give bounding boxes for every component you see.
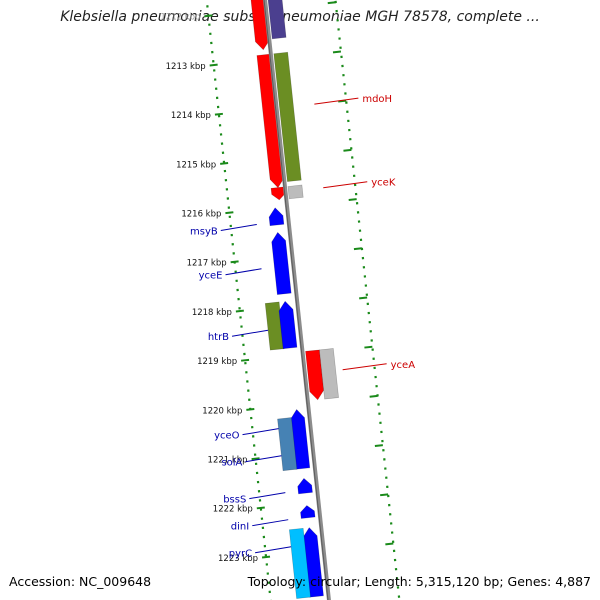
- label-layer: mdoH yceK msyB yceE htrB yceA yceO solA bssS dinI…: [190, 94, 415, 560]
- ruler-label: 1223 kbp: [218, 554, 258, 564]
- ruler-tick-right: [380, 493, 389, 497]
- gene-label[interactable]: msyB: [190, 226, 218, 237]
- gene-label[interactable]: mdoH: [362, 94, 392, 105]
- gene-feature[interactable]: [300, 505, 316, 519]
- gene-label-leader: [314, 97, 359, 105]
- ruler-tick-right: [332, 50, 342, 54]
- ruler-tick: [246, 408, 255, 411]
- gene-feature[interactable]: [288, 527, 311, 599]
- gene-feature[interactable]: [256, 53, 285, 189]
- gene-label-leader: [242, 428, 279, 436]
- ruler-label: 1221 kbp: [208, 456, 248, 466]
- gene-feature[interactable]: [277, 417, 298, 472]
- gene-feature[interactable]: [273, 51, 302, 182]
- ruler-label: 1215 kbp: [176, 160, 216, 170]
- gene-feature[interactable]: [305, 349, 325, 401]
- gene-feature[interactable]: [290, 409, 311, 470]
- gene-label[interactable]: yceO: [214, 431, 240, 442]
- ruler-label: 1218 kbp: [192, 308, 232, 318]
- genome-backbone: [263, 0, 331, 600]
- ruler-tick-right: [338, 99, 347, 103]
- ruler-tick-right: [348, 198, 357, 201]
- gene-label-leader: [225, 268, 262, 276]
- genome-backbone-edge: [263, 0, 329, 600]
- ruler-tick: [256, 506, 265, 510]
- ruler-tick-right: [327, 1, 336, 5]
- gene-feature[interactable]: [278, 300, 298, 350]
- ruler-layer: 1212 kbp 1213 kbp 1214 kbp 1215 kbp 1216 kbp…: [160, 0, 401, 600]
- ruler-label: 1212 kbp: [160, 13, 200, 23]
- gene-label-leader: [220, 223, 257, 231]
- gene-label-leader: [245, 455, 282, 463]
- gene-label[interactable]: solA: [221, 458, 242, 469]
- ruler-tick: [225, 211, 234, 215]
- ruler-label: 1219 kbp: [197, 357, 237, 367]
- backbone-layer: [263, 0, 331, 600]
- gene-label[interactable]: pyrC: [229, 549, 252, 560]
- ruler-tick: [204, 14, 213, 18]
- ruler-tick-right: [374, 444, 383, 447]
- gene-feature[interactable]: [270, 186, 286, 201]
- map-title: Klebsiella pneumoniae subsp. pneumoniae …: [60, 9, 540, 25]
- gene-label-leader: [323, 181, 368, 189]
- ruler-tick-right: [385, 542, 394, 546]
- ruler-tick-right: [364, 345, 373, 349]
- ruler-label: 1220 kbp: [202, 406, 242, 416]
- gene-feature[interactable]: [319, 348, 339, 400]
- gene-label[interactable]: yceE: [199, 271, 223, 282]
- accession-text: Accession: NC_009648: [9, 574, 152, 589]
- ruler-tick: [209, 63, 218, 67]
- ruler-tick: [251, 457, 260, 461]
- gene-feature[interactable]: [287, 184, 304, 200]
- ruler-tick: [220, 162, 229, 165]
- gene-label[interactable]: yceK: [371, 178, 396, 189]
- ruler-tick-right: [369, 394, 378, 398]
- ruler-label: 1216 kbp: [181, 209, 221, 219]
- ruler-label: 1217 kbp: [187, 259, 227, 269]
- gene-feature[interactable]: [268, 207, 285, 227]
- ruler-label: 1213 kbp: [166, 62, 206, 72]
- gene-label-leader: [249, 492, 286, 500]
- ruler-tick: [235, 309, 244, 313]
- ruler-tick: [214, 112, 223, 116]
- ruler-tick: [230, 260, 239, 264]
- ruler-tick-right: [359, 296, 368, 300]
- gene-label[interactable]: htrB: [208, 332, 229, 343]
- gene-label-leader: [252, 519, 289, 527]
- gene-label[interactable]: dinI: [231, 522, 249, 533]
- gene-feature[interactable]: [297, 477, 313, 495]
- gene-label[interactable]: yceA: [391, 360, 416, 371]
- ruler-tick: [261, 555, 271, 559]
- gene-label-leader: [231, 329, 269, 337]
- ruler-tick-right: [343, 148, 352, 152]
- ruler-label: 1214 kbp: [171, 111, 211, 121]
- gene-label[interactable]: bssS: [223, 495, 246, 506]
- ruler-tick-right: [353, 247, 362, 251]
- gene-feature[interactable]: [271, 231, 292, 295]
- gene-label-leader: [255, 546, 292, 554]
- ruler-track-right: [334, 0, 401, 600]
- gene-label-leader: [342, 363, 387, 371]
- gene-feature[interactable]: [265, 0, 287, 40]
- ruler-tick: [241, 358, 250, 362]
- ruler-label: 1222 kbp: [213, 505, 253, 515]
- topology-stats-text: Topology: circular; Length: 5,315,120 bp…: [247, 574, 591, 589]
